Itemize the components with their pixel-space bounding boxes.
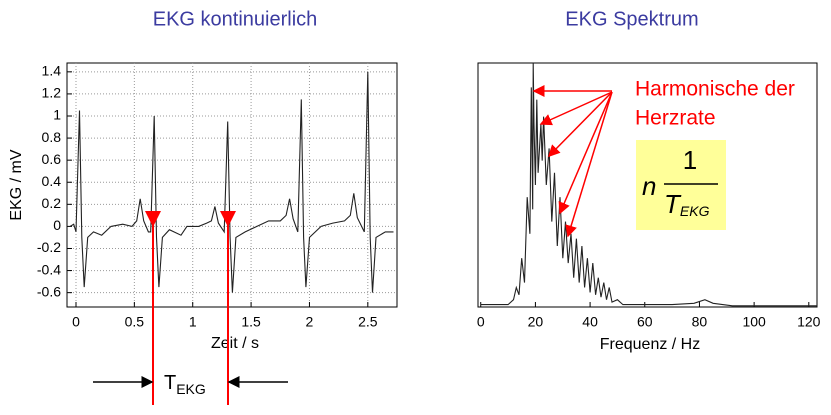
- red-arrow: [539, 91, 613, 126]
- y-tick-label: 0.6: [42, 151, 62, 167]
- y-tick-label: 1: [53, 107, 61, 123]
- period-label: TEKG: [164, 372, 206, 396]
- period-marker: TEKG: [93, 211, 288, 405]
- y-tick-label: 1.4: [42, 63, 62, 79]
- x-tick-label: 1.5: [241, 314, 261, 330]
- data-line: [480, 62, 817, 307]
- formula-subscript: EKG: [680, 203, 710, 219]
- chart-title: EKG Spektrum: [565, 8, 698, 30]
- y-tick-label: 1.2: [42, 85, 62, 101]
- y-tick-label: -0.2: [37, 239, 61, 255]
- y-tick-label: 0.2: [42, 195, 62, 211]
- y-tick-label: 0: [53, 217, 61, 233]
- period-symbol: T: [164, 372, 176, 394]
- formula-symbol: T: [664, 189, 682, 219]
- harmonics-annotation: Harmonische der Herzrate n 1 TEKG: [532, 78, 795, 238]
- y-tick-label: 0.4: [42, 173, 62, 189]
- x-tick-label: 60: [637, 314, 653, 330]
- x-tick-label: 1: [189, 314, 197, 330]
- x-tick-label: 100: [742, 314, 766, 330]
- x-tick-label: 0.5: [125, 314, 145, 330]
- x-tick-label: 120: [797, 314, 821, 330]
- x-axis-label: Frequenz / Hz: [600, 336, 700, 353]
- red-arrow: [558, 91, 613, 215]
- y-tick-label: 0.8: [42, 129, 62, 145]
- formula-numerator: 1: [683, 145, 697, 175]
- red-arrow: [547, 91, 613, 158]
- chart-title: EKG kontinuierlich: [153, 8, 318, 30]
- x-tick-label: 0: [477, 314, 485, 330]
- data-line: [69, 71, 394, 293]
- x-tick-label: 20: [528, 314, 544, 330]
- formula-box: [636, 140, 726, 230]
- y-axis-label: EKG / mV: [8, 149, 25, 220]
- x-tick-label: 2.5: [358, 314, 378, 330]
- red-arrow: [565, 91, 613, 238]
- y-tick-label: -0.4: [37, 261, 61, 277]
- y-tick-label: -0.6: [37, 283, 61, 299]
- x-tick-label: 40: [582, 314, 598, 330]
- formula-denominator: TEKG: [664, 189, 710, 219]
- period-subscript: EKG: [176, 381, 206, 397]
- annotation: Herzrate: [635, 107, 716, 130]
- formula-factor: n: [642, 171, 656, 201]
- x-tick-label: 80: [692, 314, 708, 330]
- x-axis-label: Zeit / s: [211, 335, 259, 352]
- x-tick-label: 2: [306, 314, 314, 330]
- x-tick-label: 0: [72, 314, 80, 330]
- annotation: Harmonische der: [635, 78, 795, 101]
- plot-frame: [66, 62, 398, 308]
